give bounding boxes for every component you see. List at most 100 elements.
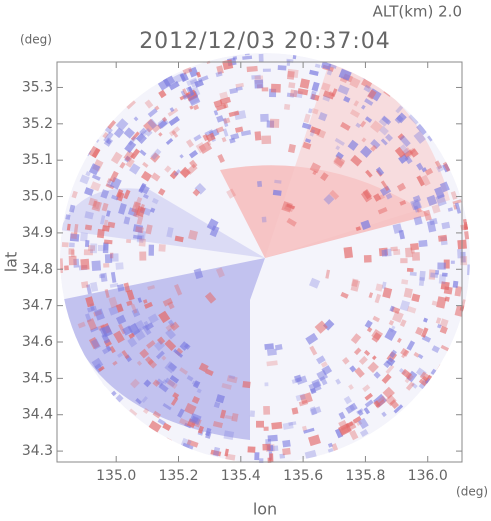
speckle [396, 182, 407, 192]
speckle [450, 260, 455, 264]
speckle [312, 170, 317, 176]
speckle [412, 195, 422, 203]
speckle [286, 203, 296, 210]
x-unit: (deg) [456, 485, 488, 499]
speckle [334, 137, 345, 146]
speckle [355, 420, 363, 426]
speckle [109, 282, 119, 288]
speckle [116, 106, 122, 112]
speckle [166, 226, 174, 238]
speckle [131, 308, 141, 318]
speckle [454, 202, 462, 214]
speckle [115, 314, 127, 325]
speckle [343, 246, 354, 259]
speckle [229, 87, 238, 94]
speckle [221, 382, 232, 390]
speckle [334, 428, 344, 439]
speckle [115, 188, 124, 199]
speckle [262, 443, 271, 451]
speckle [81, 264, 88, 269]
speckle [126, 239, 132, 244]
speckle [364, 116, 373, 123]
speckle [388, 319, 395, 326]
speckle [84, 187, 94, 196]
speckle [271, 421, 283, 430]
speckle [261, 135, 272, 145]
speckle [431, 345, 440, 353]
speckle [399, 144, 410, 155]
y-tick-label: 35.2 [22, 116, 53, 132]
speckle [431, 204, 441, 214]
speckle [109, 345, 116, 354]
y-tick-label: 34.5 [22, 370, 53, 386]
speckle [357, 417, 369, 430]
speckle [69, 233, 80, 242]
speckle [146, 340, 156, 349]
speckle [121, 350, 130, 360]
speckle [416, 122, 429, 136]
speckle [353, 347, 362, 356]
speckle [311, 378, 322, 389]
speckle [374, 293, 382, 304]
speckle [338, 68, 352, 81]
speckle [230, 132, 240, 141]
speckle [91, 357, 104, 370]
speckle [165, 322, 176, 332]
speckle [364, 399, 374, 408]
speckle [224, 448, 229, 457]
speckle [157, 78, 171, 91]
speckle [438, 274, 447, 284]
speckle [144, 322, 154, 331]
speckle [413, 131, 426, 144]
speckle [361, 137, 367, 143]
speckle [454, 285, 462, 297]
speckle [132, 234, 143, 240]
speckle [282, 421, 294, 430]
speckle [180, 437, 192, 448]
speckle [259, 458, 264, 463]
speckle [355, 122, 361, 129]
speckle [129, 408, 138, 416]
speckle [194, 183, 207, 195]
speckle [210, 449, 222, 457]
speckle [226, 375, 238, 384]
speckle [375, 283, 384, 292]
speckle [105, 183, 115, 190]
speckle [168, 319, 175, 327]
speckle [198, 141, 213, 155]
speckle [309, 277, 321, 289]
speckle [401, 147, 414, 160]
speckle [127, 323, 141, 337]
speckle [228, 110, 240, 117]
speckle [101, 225, 110, 232]
speckle [382, 287, 393, 299]
speckle [452, 280, 459, 288]
speckle [84, 211, 94, 220]
speckle [423, 317, 428, 323]
speckle [274, 344, 283, 351]
speckle [303, 113, 311, 124]
speckle [333, 157, 345, 169]
speckle [202, 133, 209, 142]
speckle [393, 249, 401, 256]
speckle [174, 283, 183, 296]
y-tick-label: 34.9 [22, 225, 53, 241]
speckle [373, 371, 381, 379]
speckle [65, 214, 71, 220]
speckle [198, 362, 209, 373]
speckle [84, 224, 93, 231]
speckle [309, 406, 322, 416]
speckle [69, 242, 75, 248]
speckle [125, 158, 135, 168]
speckle [100, 215, 106, 225]
speckle [161, 116, 168, 123]
speckle [360, 219, 371, 230]
speckle [135, 226, 144, 234]
speckle [169, 321, 180, 332]
speckle [413, 216, 423, 226]
speckle [379, 125, 389, 136]
speckle [266, 348, 277, 356]
speckle [173, 169, 181, 177]
speckle [224, 414, 234, 420]
speckle [103, 242, 109, 251]
